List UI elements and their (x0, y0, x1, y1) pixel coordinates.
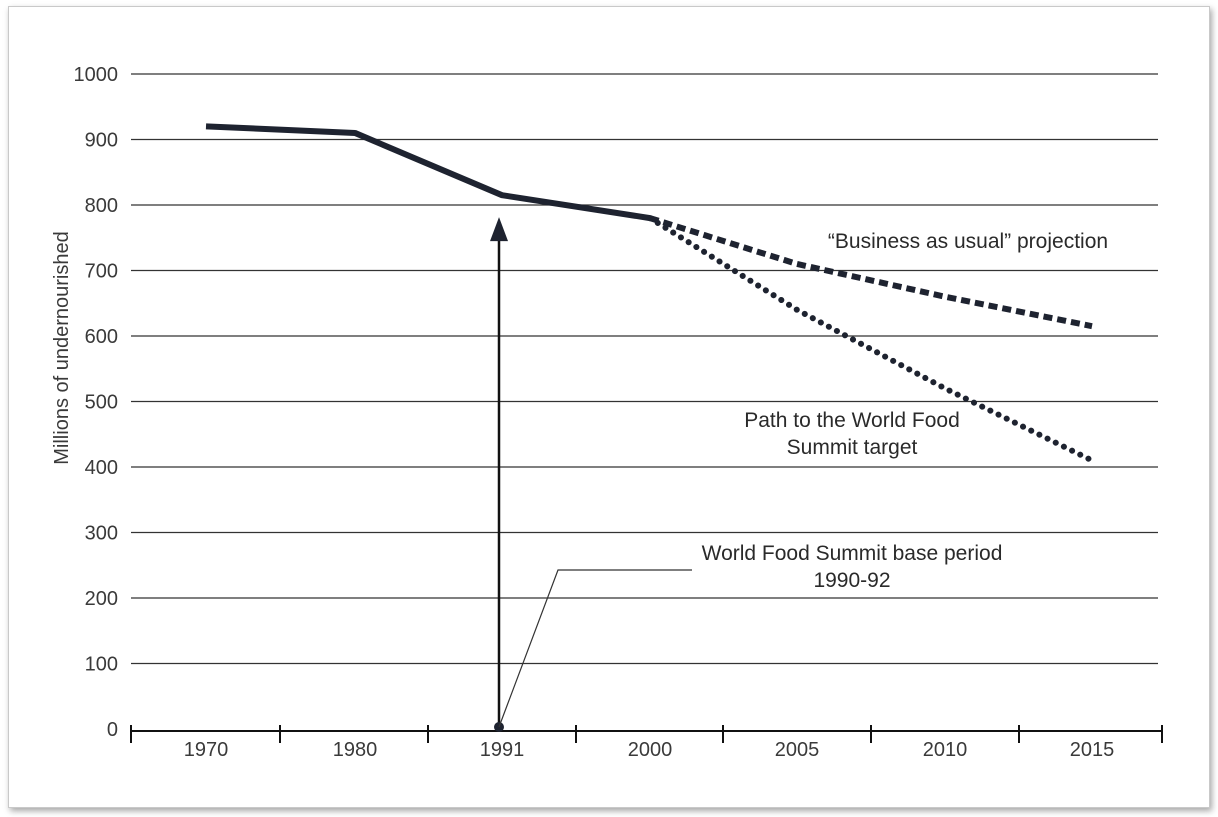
y-tick-label: 100 (85, 654, 118, 676)
y-tick-label: 0 (107, 719, 118, 741)
wfs-base-period-label: World Food Summit base period 1990-92 (702, 542, 1003, 592)
series-line-dashed (649, 215, 1093, 330)
x-tick-label: 2010 (923, 739, 968, 761)
y-tick-label: 400 (85, 457, 118, 479)
y-tick-label: 900 (85, 130, 118, 152)
x-tick-label: 1991 (480, 739, 525, 761)
series-line-dotted (647, 215, 1095, 464)
y-tick-label: 200 (85, 588, 118, 610)
y-tick-label: 300 (85, 523, 118, 545)
wfs-target-label: Path to the World Food Summit target (744, 409, 960, 459)
y-tick-label: 800 (85, 195, 118, 217)
leader-line (498, 569, 692, 728)
y-tick-label: 500 (85, 392, 118, 414)
series-line-solid (205, 123, 651, 222)
series (205, 123, 1095, 464)
business-as-usual-label: “Business as usual” projection (828, 230, 1108, 253)
y-tick-label: 700 (85, 261, 118, 283)
y-tick-label: 1000 (74, 64, 119, 86)
x-tick-label: 1980 (333, 739, 378, 761)
grid (131, 73, 1158, 665)
x-tick-label: 2015 (1070, 739, 1115, 761)
y-axis-label: Millions of undernourished (51, 231, 73, 464)
x-tick-label: 1970 (184, 739, 229, 761)
x-tick-label: 2000 (628, 739, 673, 761)
axes: 0 100 200 300 400 500 600 700 800 900 1000 1970 1980… (74, 64, 1163, 761)
annotations: “Business as usual” projection Path to th… (490, 217, 1108, 732)
arrow-head (490, 217, 508, 242)
x-tick-label: 2005 (775, 739, 820, 761)
y-tick-label: 600 (85, 326, 118, 348)
